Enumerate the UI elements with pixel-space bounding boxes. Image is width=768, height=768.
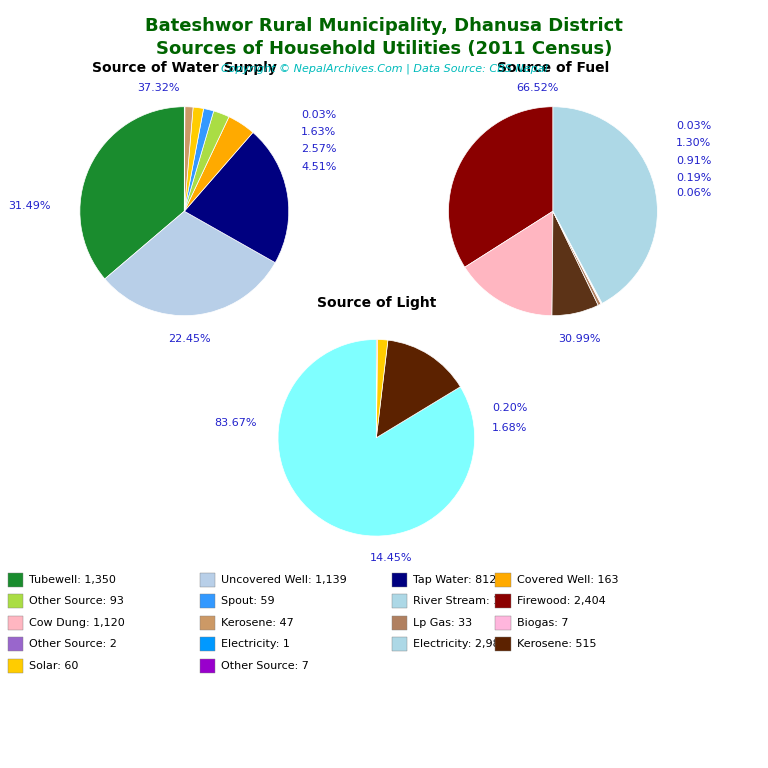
- Text: Other Source: 93: Other Source: 93: [29, 596, 124, 607]
- Text: 4.51%: 4.51%: [301, 162, 336, 172]
- Wedge shape: [278, 339, 475, 536]
- Wedge shape: [553, 211, 601, 306]
- Wedge shape: [184, 108, 214, 211]
- Text: 66.52%: 66.52%: [516, 83, 558, 93]
- Wedge shape: [104, 211, 275, 316]
- Wedge shape: [376, 340, 460, 438]
- Title: Source of Light: Source of Light: [316, 296, 436, 310]
- Wedge shape: [465, 211, 553, 316]
- Text: Electricity: 1: Electricity: 1: [221, 639, 290, 650]
- Text: 1.63%: 1.63%: [301, 127, 336, 137]
- Text: 0.06%: 0.06%: [676, 188, 711, 198]
- Text: 83.67%: 83.67%: [214, 418, 257, 428]
- Wedge shape: [552, 211, 598, 316]
- Text: Tap Water: 812: Tap Water: 812: [413, 574, 497, 585]
- Text: Bateshwor Rural Municipality, Dhanusa District: Bateshwor Rural Municipality, Dhanusa Di…: [145, 17, 623, 35]
- Text: Covered Well: 163: Covered Well: 163: [517, 574, 618, 585]
- Text: Electricity: 2,983: Electricity: 2,983: [413, 639, 507, 650]
- Text: Sources of Household Utilities (2011 Census): Sources of Household Utilities (2011 Cen…: [156, 40, 612, 58]
- Text: 30.99%: 30.99%: [558, 333, 601, 343]
- Text: Biogas: 7: Biogas: 7: [517, 617, 568, 628]
- Text: 14.45%: 14.45%: [370, 553, 412, 563]
- Text: 1.30%: 1.30%: [676, 138, 711, 148]
- Wedge shape: [376, 339, 388, 438]
- Title: Source of Water Supply: Source of Water Supply: [92, 61, 276, 75]
- Text: Tubewell: 1,350: Tubewell: 1,350: [29, 574, 116, 585]
- Text: River Stream: 1: River Stream: 1: [413, 596, 500, 607]
- Text: Firewood: 2,404: Firewood: 2,404: [517, 596, 606, 607]
- Text: 0.91%: 0.91%: [676, 156, 712, 166]
- Wedge shape: [553, 107, 657, 303]
- Text: Solar: 60: Solar: 60: [29, 660, 78, 671]
- Text: Other Source: 7: Other Source: 7: [221, 660, 309, 671]
- Wedge shape: [184, 117, 253, 211]
- Text: 0.03%: 0.03%: [676, 121, 711, 131]
- Wedge shape: [184, 107, 193, 211]
- Text: Lp Gas: 33: Lp Gas: 33: [413, 617, 472, 628]
- Text: 2.57%: 2.57%: [301, 144, 337, 154]
- Wedge shape: [184, 111, 229, 211]
- Text: Spout: 59: Spout: 59: [221, 596, 275, 607]
- Text: Uncovered Well: 1,139: Uncovered Well: 1,139: [221, 574, 347, 585]
- Wedge shape: [184, 132, 289, 263]
- Wedge shape: [376, 339, 378, 438]
- Text: 37.32%: 37.32%: [137, 83, 180, 93]
- Text: Kerosene: 515: Kerosene: 515: [517, 639, 597, 650]
- Text: 31.49%: 31.49%: [8, 201, 51, 211]
- Text: 1.68%: 1.68%: [492, 423, 528, 433]
- Wedge shape: [553, 211, 601, 304]
- Wedge shape: [80, 107, 184, 279]
- Text: Copyright © NepalArchives.Com | Data Source: CBS Nepal: Copyright © NepalArchives.Com | Data Sou…: [220, 64, 548, 74]
- Wedge shape: [553, 211, 602, 303]
- Text: 0.20%: 0.20%: [492, 403, 528, 413]
- Wedge shape: [449, 107, 553, 267]
- Text: Other Source: 2: Other Source: 2: [29, 639, 117, 650]
- Text: 22.45%: 22.45%: [168, 333, 211, 343]
- Text: 0.19%: 0.19%: [676, 173, 712, 183]
- Text: 0.03%: 0.03%: [301, 110, 336, 120]
- Title: Source of Fuel: Source of Fuel: [497, 61, 609, 75]
- Text: Cow Dung: 1,120: Cow Dung: 1,120: [29, 617, 125, 628]
- Wedge shape: [184, 107, 204, 211]
- Text: Kerosene: 47: Kerosene: 47: [221, 617, 294, 628]
